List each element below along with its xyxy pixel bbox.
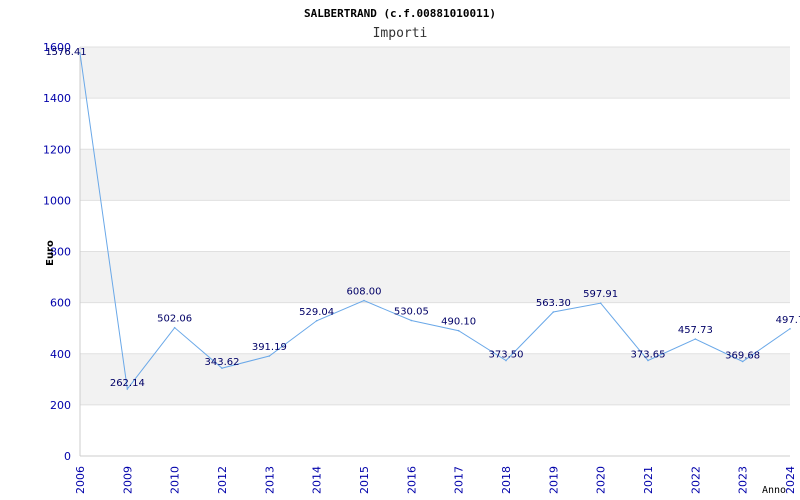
data-label: 1576.41 <box>45 47 86 58</box>
data-point <box>79 52 81 54</box>
data-label: 490.10 <box>441 317 476 328</box>
data-point <box>457 329 460 332</box>
data-point <box>552 311 555 313</box>
x-tick-label: 2006 <box>74 466 87 494</box>
y-tick-label: 400 <box>50 348 71 361</box>
x-tick-label: 2021 <box>642 466 655 494</box>
data-point <box>410 319 413 322</box>
data-label: 530.05 <box>394 307 429 318</box>
x-tick-label: 2015 <box>358 466 371 494</box>
y-tick-labels: 0 200 400 600 800 1000 1200 1400 1600 <box>43 41 71 463</box>
data-label: 343.62 <box>205 357 240 368</box>
x-tick-label: 2012 <box>216 466 229 494</box>
data-point <box>363 299 365 302</box>
data-point <box>268 355 271 357</box>
data-point <box>741 360 744 363</box>
series-line <box>79 52 791 391</box>
y-tick-label: 600 <box>50 297 71 310</box>
data-label: 391.19 <box>252 342 287 353</box>
grid-band <box>80 47 790 99</box>
y-tick-label: 200 <box>50 399 71 412</box>
data-point <box>647 359 649 362</box>
chart-title: SALBERTRAND (c.f.00881010011) <box>304 7 496 20</box>
x-tick-label: 2017 <box>453 466 466 494</box>
grid-band <box>80 149 790 201</box>
grid-bands <box>80 47 790 405</box>
data-label: 369.68 <box>725 351 760 362</box>
data-label: 373.65 <box>631 349 666 360</box>
data-point <box>126 388 129 390</box>
data-point <box>173 326 176 329</box>
y-tick-label: 1000 <box>43 194 71 207</box>
x-tick-label: 2014 <box>311 466 324 494</box>
data-point <box>505 359 507 362</box>
x-tick-label: 2010 <box>169 466 182 494</box>
x-tick-label: 2023 <box>737 466 750 494</box>
data-labels: 1576.41 262.14 502.06 343.62 391.19 529.04 608… <box>45 47 800 390</box>
data-label: 597.91 <box>583 289 618 300</box>
chart-subtitle: Importi <box>373 26 428 41</box>
data-point <box>315 319 318 322</box>
x-tick-label: 2019 <box>547 466 560 494</box>
data-label: 262.14 <box>110 378 145 389</box>
data-label: 497.7 <box>776 315 800 326</box>
data-point <box>789 327 791 330</box>
x-tick-label: 2018 <box>500 466 513 494</box>
y-tick-label: 1600 <box>43 41 71 54</box>
data-label: 529.04 <box>299 307 334 318</box>
x-tick-label: 2013 <box>263 466 276 494</box>
y-tick-label: 0 <box>64 450 71 463</box>
y-axis-label: Euro <box>45 240 56 266</box>
y-tick-label: 1400 <box>43 92 71 105</box>
y-tick-label: 1200 <box>43 143 71 156</box>
data-point <box>221 367 223 369</box>
data-label: 608.00 <box>347 287 382 298</box>
x-axis-label: Anno <box>762 485 786 496</box>
data-point <box>694 338 697 340</box>
data-label: 457.73 <box>678 325 713 336</box>
grid-band <box>80 251 790 303</box>
data-point <box>599 302 602 304</box>
y-tick-label: 800 <box>50 246 71 259</box>
x-tick-labels: 2006 2009 2010 2012 2013 2014 2015 2016 2017 2018… <box>74 466 797 494</box>
data-label: 502.06 <box>157 314 192 325</box>
x-tick-label: 2009 <box>121 466 134 494</box>
data-label: 373.50 <box>489 350 524 361</box>
grid-lines <box>80 46 790 457</box>
x-tick-label: 2024 <box>784 466 797 494</box>
data-label: 563.30 <box>536 298 571 309</box>
grid-band <box>80 353 790 405</box>
x-tick-label: 2016 <box>405 466 418 494</box>
x-tick-label: 2020 <box>595 466 608 494</box>
x-tick-label: 2022 <box>689 466 702 494</box>
